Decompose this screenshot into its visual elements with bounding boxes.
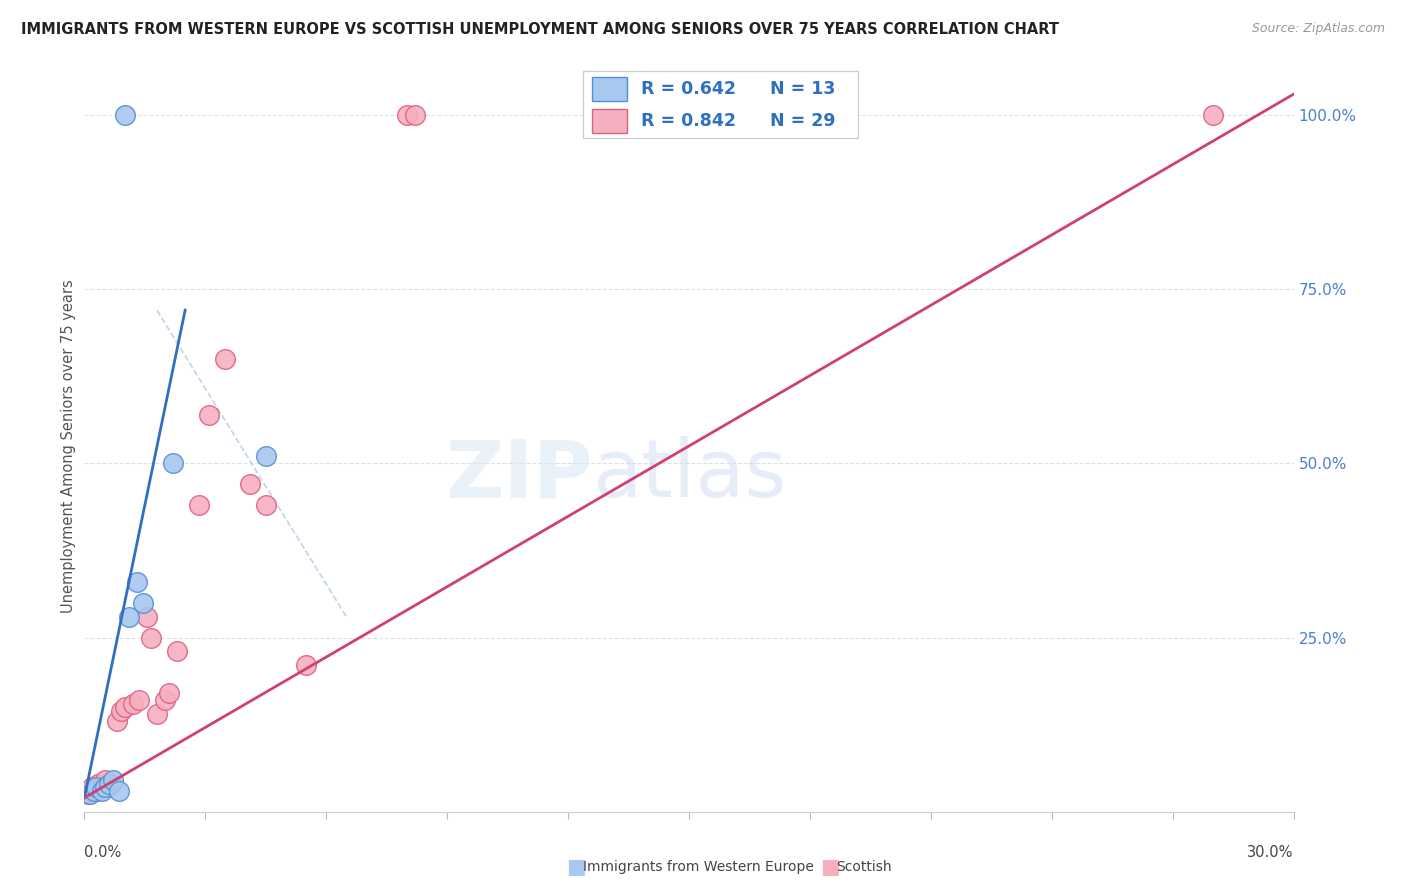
Point xyxy=(146,707,169,722)
Point xyxy=(82,780,104,795)
Point xyxy=(139,631,162,645)
Point xyxy=(87,777,110,791)
Text: R = 0.642: R = 0.642 xyxy=(641,79,737,98)
Point xyxy=(97,777,120,791)
Point xyxy=(188,498,211,512)
Text: ■: ■ xyxy=(820,857,839,877)
Point xyxy=(214,351,236,366)
Text: R = 0.842: R = 0.842 xyxy=(641,112,737,130)
Point xyxy=(121,697,143,711)
Text: ■: ■ xyxy=(567,857,586,877)
Point xyxy=(125,574,148,589)
Point xyxy=(114,108,136,122)
Text: Source: ZipAtlas.com: Source: ZipAtlas.com xyxy=(1251,22,1385,36)
Point xyxy=(93,780,115,795)
Text: N = 29: N = 29 xyxy=(770,112,835,130)
Point xyxy=(83,784,105,798)
Point xyxy=(153,693,176,707)
Point xyxy=(91,784,114,798)
Text: 30.0%: 30.0% xyxy=(1247,845,1294,860)
Point xyxy=(198,408,221,422)
Point xyxy=(254,498,277,512)
Text: ZIP: ZIP xyxy=(444,436,592,515)
Point xyxy=(637,108,659,122)
Text: N = 13: N = 13 xyxy=(770,79,835,98)
Point xyxy=(100,777,122,791)
Point xyxy=(89,780,111,795)
Point xyxy=(79,787,101,801)
Text: Immigrants from Western Europe: Immigrants from Western Europe xyxy=(583,860,814,874)
Point xyxy=(166,644,188,658)
Point xyxy=(86,780,108,795)
Point xyxy=(157,686,180,700)
Text: 0.0%: 0.0% xyxy=(84,845,121,860)
Point xyxy=(395,108,418,122)
Point xyxy=(135,609,157,624)
Point xyxy=(404,108,426,122)
Y-axis label: Unemployment Among Seniors over 75 years: Unemployment Among Seniors over 75 years xyxy=(60,279,76,613)
Point xyxy=(105,714,128,728)
Point xyxy=(110,704,132,718)
Text: Scottish: Scottish xyxy=(837,860,893,874)
Point xyxy=(239,477,262,491)
Point xyxy=(132,596,155,610)
Point xyxy=(295,658,318,673)
Point xyxy=(162,457,184,471)
Point xyxy=(1202,108,1225,122)
Point xyxy=(86,784,108,798)
Point xyxy=(96,780,118,795)
Point xyxy=(114,700,136,714)
Point xyxy=(118,609,141,624)
Text: IMMIGRANTS FROM WESTERN EUROPE VS SCOTTISH UNEMPLOYMENT AMONG SENIORS OVER 75 YE: IMMIGRANTS FROM WESTERN EUROPE VS SCOTTI… xyxy=(21,22,1059,37)
Point xyxy=(107,784,129,798)
Point xyxy=(254,450,277,464)
FancyBboxPatch shape xyxy=(592,109,627,133)
Point xyxy=(93,773,115,788)
Point xyxy=(128,693,150,707)
Point xyxy=(77,787,100,801)
FancyBboxPatch shape xyxy=(592,77,627,101)
Text: atlas: atlas xyxy=(592,436,786,515)
Point xyxy=(79,784,101,798)
Point xyxy=(101,773,124,788)
